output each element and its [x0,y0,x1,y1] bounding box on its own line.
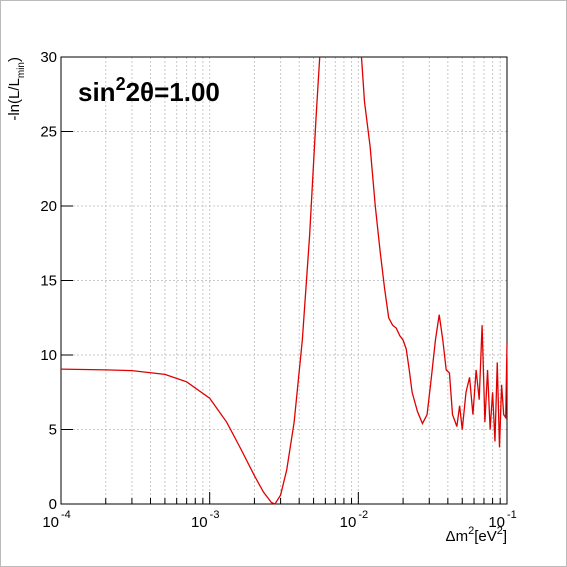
x-label-part: [eV [474,528,497,545]
x-tick-label: 10 [191,514,208,531]
x-label-sup: 2 [468,525,474,537]
x-tick-exponent: -2 [358,509,368,521]
x-axis-label: Δm2[eV2] [446,525,507,545]
x-tick-label: 10 [340,514,357,531]
y-tick-label: 0 [49,496,57,513]
x-tick-label: 10 [488,514,505,531]
y-tick-label: 15 [40,273,57,290]
y-label-sub: min [16,62,27,78]
annotation-text: 2θ=1.00 [126,77,220,107]
x-tick-label: 10 [42,514,59,531]
y-label-part: -ln(L/L [6,78,23,121]
x-label-part: Δm [446,528,469,545]
data-line [60,56,508,505]
y-tick-label: 25 [40,124,57,141]
y-tick-label: 20 [40,198,57,215]
annotation-text: sin [78,77,116,107]
plot-frame [60,56,508,505]
y-tick-label: 10 [40,347,57,364]
x-tick-exponent: -3 [210,509,220,521]
y-axis-label: -ln(L/Lmin) [6,57,27,121]
y-label-part: ) [6,57,23,62]
annotation-sup: 2 [116,74,126,94]
x-label-part: ] [503,528,507,545]
x-tick-exponent: -4 [61,509,71,521]
x-tick-exponent: -1 [507,509,517,521]
y-tick-label: 5 [49,422,57,439]
x-label-sup: 2 [497,525,503,537]
y-tick-label: 30 [40,49,57,66]
annotation: sin22θ=1.00 [78,74,220,107]
